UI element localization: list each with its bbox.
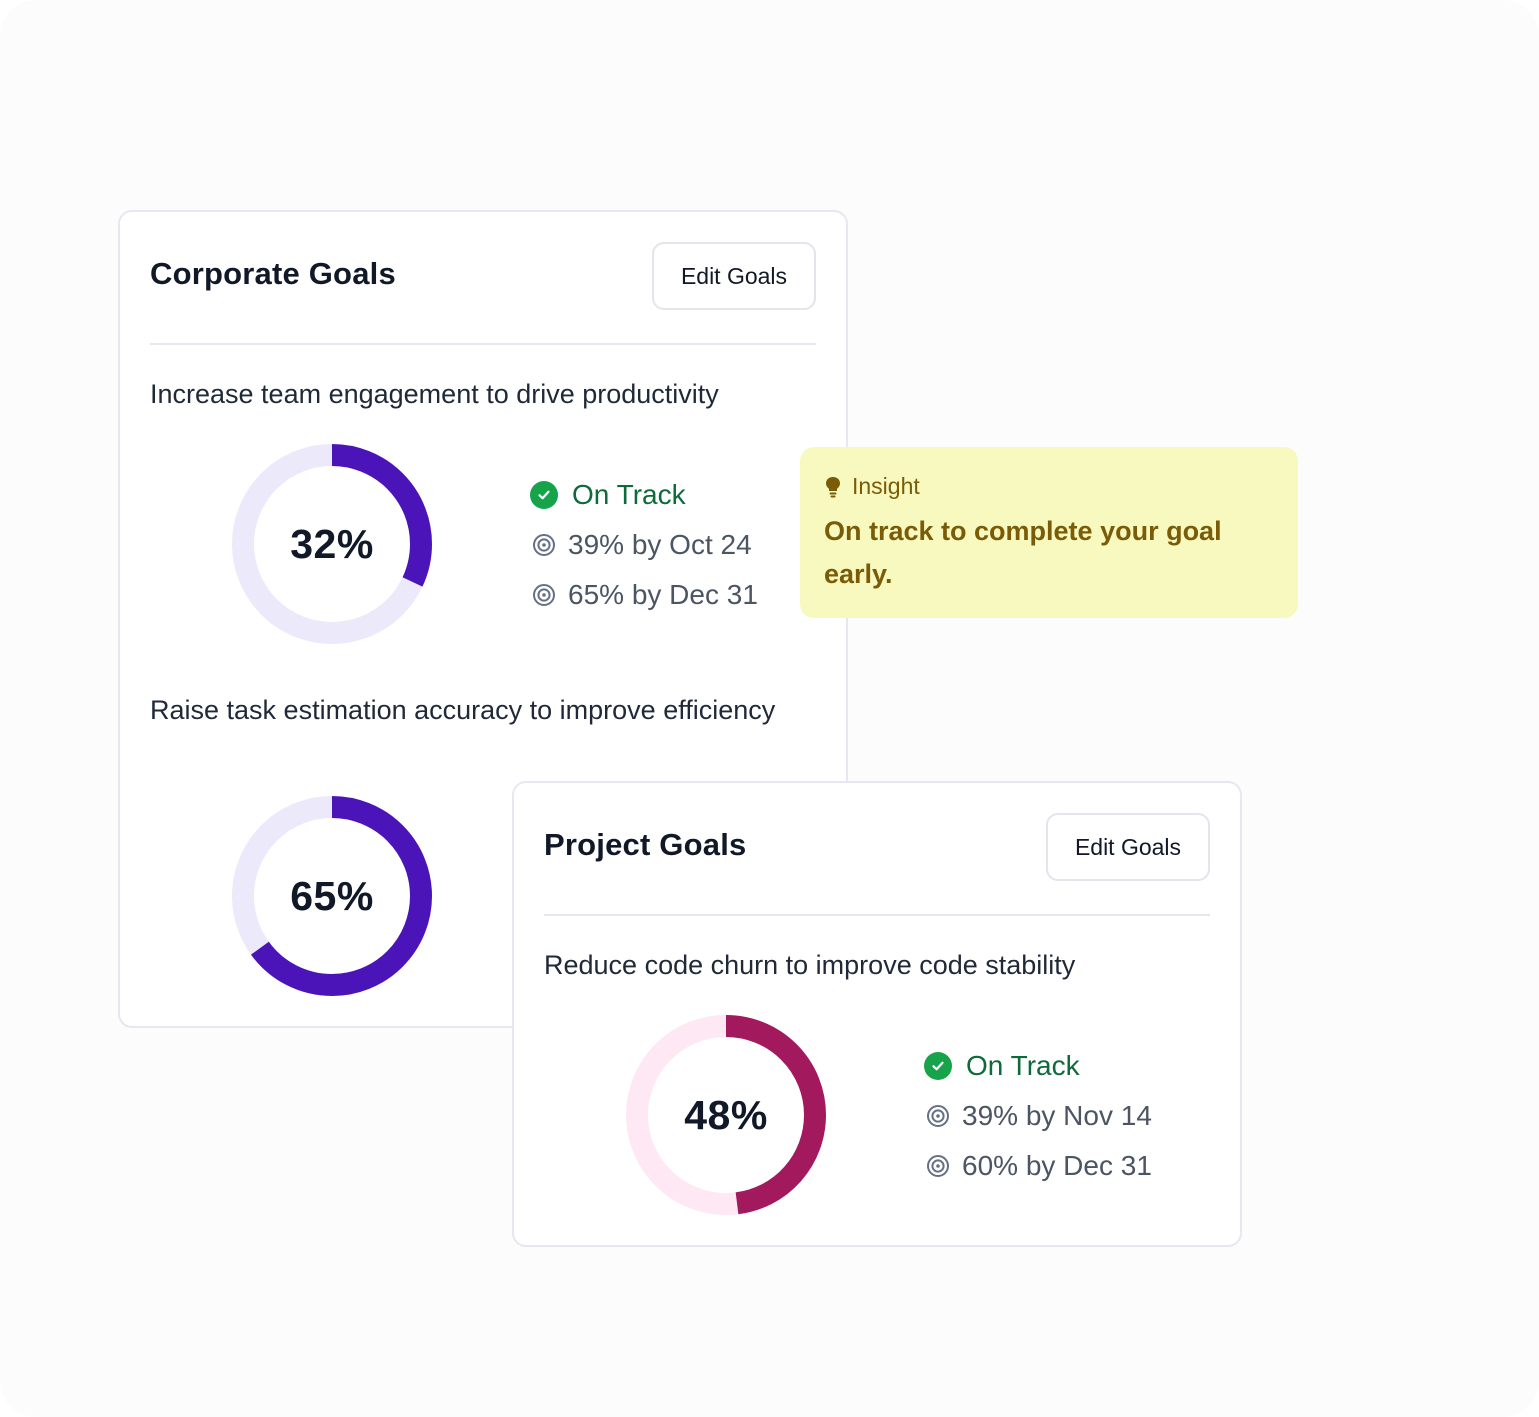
check-circle-icon bbox=[924, 1052, 952, 1080]
project-goals-card: Project Goals Edit Goals Reduce code chu… bbox=[512, 781, 1242, 1247]
divider bbox=[150, 343, 816, 345]
edit-goals-button[interactable]: Edit Goals bbox=[1046, 813, 1210, 881]
target-icon bbox=[926, 1104, 950, 1128]
milestone-text: 39% by Oct 24 bbox=[568, 529, 752, 560]
lightbulb-icon bbox=[824, 476, 842, 498]
insight-text: On track to complete your goal early. bbox=[824, 516, 1222, 589]
donut-progress bbox=[232, 444, 432, 644]
progress-donut: 65% bbox=[232, 796, 432, 996]
target-icon bbox=[926, 1154, 950, 1178]
status-label: On Track bbox=[572, 479, 686, 510]
goal-description: Raise task estimation accuracy to improv… bbox=[150, 695, 776, 725]
corporate-goals-card: Corporate Goals Edit Goals Increase team… bbox=[118, 210, 848, 1028]
status-row: On Track bbox=[530, 470, 758, 520]
donut-progress bbox=[232, 796, 432, 996]
milestone-text: 39% by Nov 14 bbox=[962, 1100, 1152, 1131]
progress-donut: 32% bbox=[232, 444, 432, 644]
card-title: Project Goals bbox=[544, 827, 747, 862]
divider bbox=[544, 914, 1210, 916]
check-circle-icon bbox=[530, 481, 558, 509]
insight-callout: Insight On track to complete your goal e… bbox=[800, 447, 1298, 618]
goal-status-block: On Track 39% by Oct 24 65% by Dec 31 bbox=[530, 470, 758, 620]
milestone-text: 65% by Dec 31 bbox=[568, 579, 758, 610]
insight-header: Insight bbox=[824, 473, 1274, 500]
edit-goals-button[interactable]: Edit Goals bbox=[652, 242, 816, 310]
donut-percentage: 65% bbox=[290, 872, 374, 919]
insight-label: Insight bbox=[852, 473, 920, 499]
target-icon bbox=[532, 583, 556, 607]
goal-description: Reduce code churn to improve code stabil… bbox=[544, 950, 1076, 980]
status-label: On Track bbox=[966, 1050, 1080, 1081]
milestone-row: 39% by Oct 24 bbox=[530, 520, 758, 570]
milestone-row: 39% by Nov 14 bbox=[924, 1091, 1152, 1141]
status-row: On Track bbox=[924, 1041, 1152, 1091]
goal-status-block: On Track 39% by Nov 14 60% by Dec 31 bbox=[924, 1041, 1152, 1191]
donut-progress bbox=[626, 1015, 826, 1215]
donut-percentage: 32% bbox=[290, 520, 374, 567]
card-title: Corporate Goals bbox=[150, 256, 396, 291]
target-icon bbox=[532, 533, 556, 557]
goal-description: Increase team engagement to drive produc… bbox=[150, 379, 719, 409]
donut-percentage: 48% bbox=[684, 1091, 768, 1138]
progress-donut: 48% bbox=[626, 1015, 826, 1215]
milestone-row: 65% by Dec 31 bbox=[530, 570, 758, 620]
milestone-text: 60% by Dec 31 bbox=[962, 1150, 1152, 1181]
milestone-row: 60% by Dec 31 bbox=[924, 1141, 1152, 1191]
